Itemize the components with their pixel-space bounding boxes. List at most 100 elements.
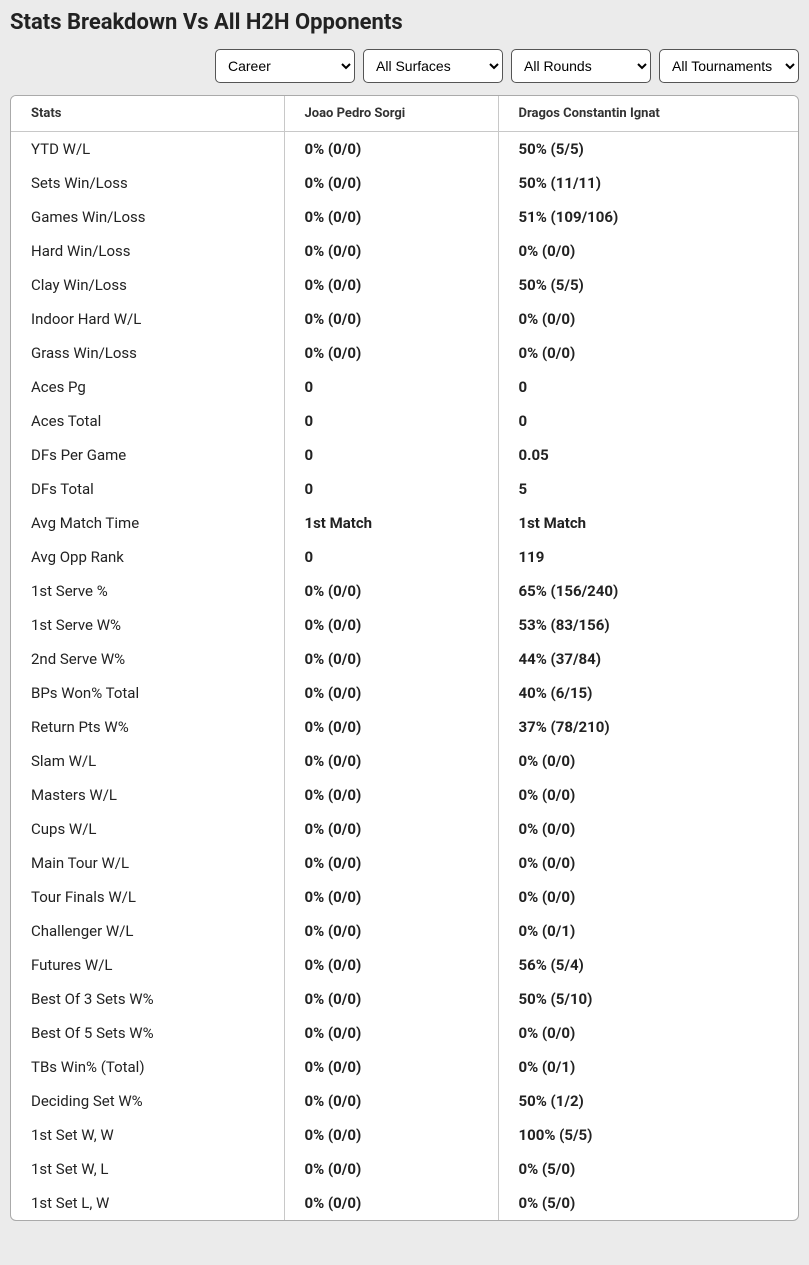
player2-value: 44% (37/84) bbox=[498, 642, 798, 676]
table-row: Main Tour W/L0% (0/0)0% (0/0) bbox=[11, 846, 798, 880]
stat-label: Clay Win/Loss bbox=[11, 268, 284, 302]
player1-value: 0 bbox=[284, 472, 498, 506]
table-row: Slam W/L0% (0/0)0% (0/0) bbox=[11, 744, 798, 778]
player2-value: 0 bbox=[498, 370, 798, 404]
stat-label: Sets Win/Loss bbox=[11, 166, 284, 200]
player1-value: 0% (0/0) bbox=[284, 1016, 498, 1050]
stat-label: Return Pts W% bbox=[11, 710, 284, 744]
player1-value: 0% (0/0) bbox=[284, 574, 498, 608]
player1-value: 0 bbox=[284, 404, 498, 438]
stat-label: BPs Won% Total bbox=[11, 676, 284, 710]
table-row: BPs Won% Total0% (0/0)40% (6/15) bbox=[11, 676, 798, 710]
stat-label: Deciding Set W% bbox=[11, 1084, 284, 1118]
stats-table-container: Stats Joao Pedro Sorgi Dragos Constantin… bbox=[10, 95, 799, 1221]
table-row: Return Pts W%0% (0/0)37% (78/210) bbox=[11, 710, 798, 744]
table-row: Clay Win/Loss0% (0/0)50% (5/5) bbox=[11, 268, 798, 302]
page-title: Stats Breakdown Vs All H2H Opponents bbox=[0, 0, 809, 49]
player1-value: 0% (0/0) bbox=[284, 710, 498, 744]
header-player1: Joao Pedro Sorgi bbox=[284, 96, 498, 132]
player1-value: 0% (0/0) bbox=[284, 982, 498, 1016]
player2-value: 0.05 bbox=[498, 438, 798, 472]
player1-value: 0% (0/0) bbox=[284, 268, 498, 302]
player1-value: 0% (0/0) bbox=[284, 914, 498, 948]
player1-value: 0% (0/0) bbox=[284, 880, 498, 914]
table-row: 2nd Serve W%0% (0/0)44% (37/84) bbox=[11, 642, 798, 676]
table-row: Indoor Hard W/L0% (0/0)0% (0/0) bbox=[11, 302, 798, 336]
table-row: Masters W/L0% (0/0)0% (0/0) bbox=[11, 778, 798, 812]
stat-label: Indoor Hard W/L bbox=[11, 302, 284, 336]
range-select[interactable]: Career bbox=[215, 49, 355, 83]
stat-label: Aces Total bbox=[11, 404, 284, 438]
player1-value: 0% (0/0) bbox=[284, 642, 498, 676]
player2-value: 50% (11/11) bbox=[498, 166, 798, 200]
table-row: Best Of 5 Sets W%0% (0/0)0% (0/0) bbox=[11, 1016, 798, 1050]
table-row: Games Win/Loss0% (0/0)51% (109/106) bbox=[11, 200, 798, 234]
header-stats: Stats bbox=[11, 96, 284, 132]
stat-label: Masters W/L bbox=[11, 778, 284, 812]
table-row: 1st Set L, W0% (0/0)0% (5/0) bbox=[11, 1186, 798, 1220]
stat-label: Best Of 3 Sets W% bbox=[11, 982, 284, 1016]
stat-label: 1st Serve % bbox=[11, 574, 284, 608]
table-row: Futures W/L0% (0/0)56% (5/4) bbox=[11, 948, 798, 982]
player2-value: 56% (5/4) bbox=[498, 948, 798, 982]
table-row: DFs Total05 bbox=[11, 472, 798, 506]
stat-label: YTD W/L bbox=[11, 132, 284, 167]
player2-value: 0% (5/0) bbox=[498, 1186, 798, 1220]
filters-bar: Career All Surfaces All Rounds All Tourn… bbox=[0, 49, 809, 95]
player2-value: 50% (5/5) bbox=[498, 132, 798, 167]
player2-value: 0 bbox=[498, 404, 798, 438]
table-row: Cups W/L0% (0/0)0% (0/0) bbox=[11, 812, 798, 846]
player2-value: 53% (83/156) bbox=[498, 608, 798, 642]
player2-value: 0% (0/1) bbox=[498, 1050, 798, 1084]
surface-select[interactable]: All Surfaces bbox=[363, 49, 503, 83]
stat-label: Futures W/L bbox=[11, 948, 284, 982]
player1-value: 0 bbox=[284, 370, 498, 404]
table-row: YTD W/L0% (0/0)50% (5/5) bbox=[11, 132, 798, 167]
table-row: Avg Match Time1st Match1st Match bbox=[11, 506, 798, 540]
player2-value: 0% (0/0) bbox=[498, 1016, 798, 1050]
stat-label: Best Of 5 Sets W% bbox=[11, 1016, 284, 1050]
player2-value: 0% (0/0) bbox=[498, 744, 798, 778]
table-row: Grass Win/Loss0% (0/0)0% (0/0) bbox=[11, 336, 798, 370]
player2-value: 0% (0/1) bbox=[498, 914, 798, 948]
player1-value: 0% (0/0) bbox=[284, 1050, 498, 1084]
table-header-row: Stats Joao Pedro Sorgi Dragos Constantin… bbox=[11, 96, 798, 132]
player1-value: 0% (0/0) bbox=[284, 812, 498, 846]
round-select[interactable]: All Rounds bbox=[511, 49, 651, 83]
player1-value: 0% (0/0) bbox=[284, 234, 498, 268]
tournament-select[interactable]: All Tournaments bbox=[659, 49, 799, 83]
player1-value: 0% (0/0) bbox=[284, 1084, 498, 1118]
player2-value: 119 bbox=[498, 540, 798, 574]
player2-value: 65% (156/240) bbox=[498, 574, 798, 608]
stat-label: Aces Pg bbox=[11, 370, 284, 404]
stat-label: Tour Finals W/L bbox=[11, 880, 284, 914]
player2-value: 0% (0/0) bbox=[498, 302, 798, 336]
table-row: Sets Win/Loss0% (0/0)50% (11/11) bbox=[11, 166, 798, 200]
player2-value: 50% (5/10) bbox=[498, 982, 798, 1016]
player2-value: 1st Match bbox=[498, 506, 798, 540]
table-row: Deciding Set W%0% (0/0)50% (1/2) bbox=[11, 1084, 798, 1118]
player2-value: 51% (109/106) bbox=[498, 200, 798, 234]
table-row: Avg Opp Rank0119 bbox=[11, 540, 798, 574]
player2-value: 0% (0/0) bbox=[498, 234, 798, 268]
stat-label: DFs Total bbox=[11, 472, 284, 506]
table-row: Best Of 3 Sets W%0% (0/0)50% (5/10) bbox=[11, 982, 798, 1016]
stat-label: 2nd Serve W% bbox=[11, 642, 284, 676]
player2-value: 0% (5/0) bbox=[498, 1152, 798, 1186]
stat-label: Grass Win/Loss bbox=[11, 336, 284, 370]
player1-value: 0% (0/0) bbox=[284, 166, 498, 200]
stat-label: DFs Per Game bbox=[11, 438, 284, 472]
table-row: 1st Serve %0% (0/0)65% (156/240) bbox=[11, 574, 798, 608]
player2-value: 100% (5/5) bbox=[498, 1118, 798, 1152]
player2-value: 50% (1/2) bbox=[498, 1084, 798, 1118]
player2-value: 37% (78/210) bbox=[498, 710, 798, 744]
stat-label: Avg Opp Rank bbox=[11, 540, 284, 574]
player1-value: 0% (0/0) bbox=[284, 676, 498, 710]
table-row: Tour Finals W/L0% (0/0)0% (0/0) bbox=[11, 880, 798, 914]
stat-label: Hard Win/Loss bbox=[11, 234, 284, 268]
table-row: 1st Set W, L0% (0/0)0% (5/0) bbox=[11, 1152, 798, 1186]
player1-value: 0% (0/0) bbox=[284, 778, 498, 812]
table-row: DFs Per Game00.05 bbox=[11, 438, 798, 472]
table-row: Aces Total00 bbox=[11, 404, 798, 438]
player2-value: 0% (0/0) bbox=[498, 336, 798, 370]
